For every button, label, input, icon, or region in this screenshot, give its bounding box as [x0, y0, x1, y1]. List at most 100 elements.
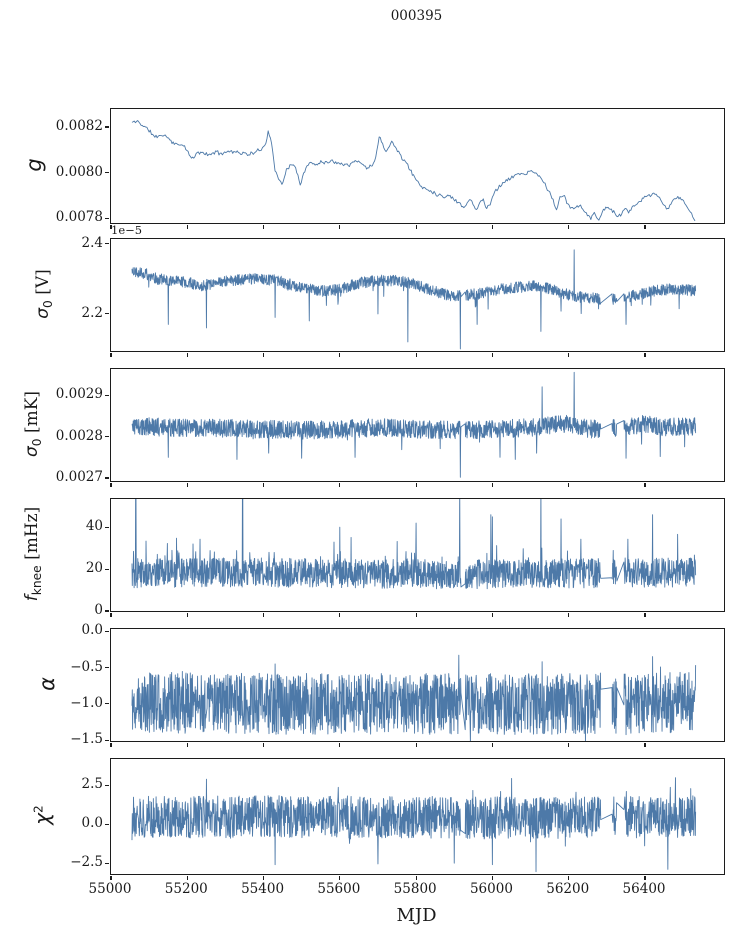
x-tick-mark — [415, 742, 417, 747]
y-tick-label: 0.0029 — [55, 386, 103, 403]
y-tick-label: −1.5 — [70, 731, 103, 748]
x-tick-mark — [568, 875, 570, 880]
x-tick-mark — [568, 224, 570, 229]
x-tick-label: 56200 — [546, 881, 590, 897]
x-tick-mark — [110, 352, 112, 357]
y-tick-mark — [105, 703, 110, 705]
y-tick-label: 2.2 — [81, 304, 103, 321]
ylabel-symbol: σ — [21, 446, 42, 458]
x-tick-mark — [186, 352, 188, 357]
plot-canvas-sigma0-v — [111, 239, 724, 351]
x-tick-mark — [339, 612, 341, 617]
panel-chi2 — [105, 758, 725, 880]
x-tick-mark — [262, 352, 265, 357]
figure-title: 000395 — [390, 8, 443, 24]
y-tick-mark — [105, 823, 110, 825]
x-tick-mark — [262, 875, 265, 880]
y-tick-label: 0.0027 — [55, 469, 103, 486]
x-tick-mark — [568, 612, 570, 617]
x-tick-label: 55200 — [164, 881, 208, 897]
x-tick-mark — [568, 352, 570, 357]
panel-sigma0-v — [105, 238, 725, 357]
x-tick-mark — [339, 742, 341, 747]
x-tick-mark — [568, 482, 570, 487]
y-axis-label-alpha: α — [35, 677, 59, 691]
plot-canvas-chi2 — [111, 759, 724, 874]
x-tick-mark — [491, 224, 494, 229]
y-tick-label: −2.5 — [70, 854, 103, 871]
y-tick-mark — [105, 610, 110, 612]
x-tick-mark — [110, 875, 112, 880]
x-tick-mark — [262, 612, 265, 617]
x-tick-mark — [110, 482, 112, 487]
x-tick-mark — [491, 482, 494, 487]
x-tick-mark — [644, 875, 646, 880]
x-tick-mark — [491, 875, 494, 880]
y-tick-mark — [105, 862, 110, 864]
y-tick-mark — [105, 217, 110, 219]
y-tick-label: 0.0078 — [55, 209, 103, 226]
x-tick-mark — [110, 224, 112, 229]
ylabel-symbol: f — [21, 595, 42, 602]
y-tick-mark — [105, 477, 110, 479]
x-tick-mark — [644, 224, 646, 229]
x-tick-mark — [415, 482, 417, 487]
x-tick-mark — [644, 482, 646, 487]
x-tick-label: 55600 — [317, 881, 361, 897]
x-tick-mark — [568, 742, 570, 747]
x-axis-label: MJD — [396, 905, 437, 926]
x-tick-mark — [644, 352, 646, 357]
x-tick-mark — [491, 612, 494, 617]
plot-canvas-alpha — [111, 629, 724, 741]
y-tick-label: −0.5 — [70, 658, 103, 675]
x-tick-mark — [415, 875, 417, 880]
x-tick-mark — [339, 875, 341, 880]
plot-canvas-g — [111, 109, 724, 223]
x-tick-label: 56000 — [469, 881, 513, 897]
x-tick-label: 56400 — [622, 881, 666, 897]
y-tick-mark — [105, 243, 110, 245]
ylabel-unit: [V] — [32, 269, 53, 301]
y-tick-mark — [105, 313, 110, 315]
x-tick-label: 55400 — [241, 881, 285, 897]
y-tick-label: 0.0080 — [55, 163, 103, 180]
x-tick-label: 55000 — [88, 881, 132, 897]
x-tick-mark — [491, 352, 494, 357]
plot-canvas-fknee — [111, 499, 724, 611]
ylabel-symbol: α — [35, 677, 59, 691]
y-tick-label: 0.0 — [81, 622, 103, 639]
y-tick-label: 2.4 — [81, 234, 103, 251]
y-axis-offset-text: 1e−5 — [111, 223, 143, 237]
x-tick-mark — [110, 612, 112, 617]
x-tick-mark — [415, 224, 417, 229]
panel-fknee — [105, 498, 725, 617]
x-tick-mark — [339, 482, 341, 487]
y-tick-mark — [105, 666, 110, 669]
y-tick-mark — [105, 526, 110, 528]
x-tick-label: 55800 — [393, 881, 437, 897]
y-tick-label: 2.5 — [81, 776, 103, 793]
x-tick-mark — [186, 224, 188, 229]
x-tick-mark — [415, 352, 417, 357]
panel-g — [105, 108, 725, 229]
ylabel-unit: [mHz] — [21, 506, 42, 566]
x-tick-mark — [415, 612, 417, 617]
x-tick-mark — [110, 742, 112, 747]
x-tick-mark — [262, 742, 265, 747]
x-tick-mark — [644, 742, 646, 747]
x-tick-mark — [339, 224, 341, 229]
y-tick-mark — [105, 172, 110, 174]
y-tick-label: −1.0 — [70, 694, 103, 711]
x-tick-mark — [491, 742, 494, 747]
y-tick-mark — [105, 126, 110, 128]
y-tick-mark — [105, 394, 110, 396]
x-tick-mark — [186, 482, 188, 487]
y-tick-mark — [105, 568, 110, 570]
panel-sigma0-mk — [105, 368, 725, 487]
y-tick-label: 0.0028 — [55, 427, 103, 444]
panel-alpha — [105, 628, 725, 747]
y-tick-mark — [105, 739, 110, 741]
y-tick-label: 40 — [85, 518, 103, 535]
y-tick-mark — [105, 784, 110, 786]
